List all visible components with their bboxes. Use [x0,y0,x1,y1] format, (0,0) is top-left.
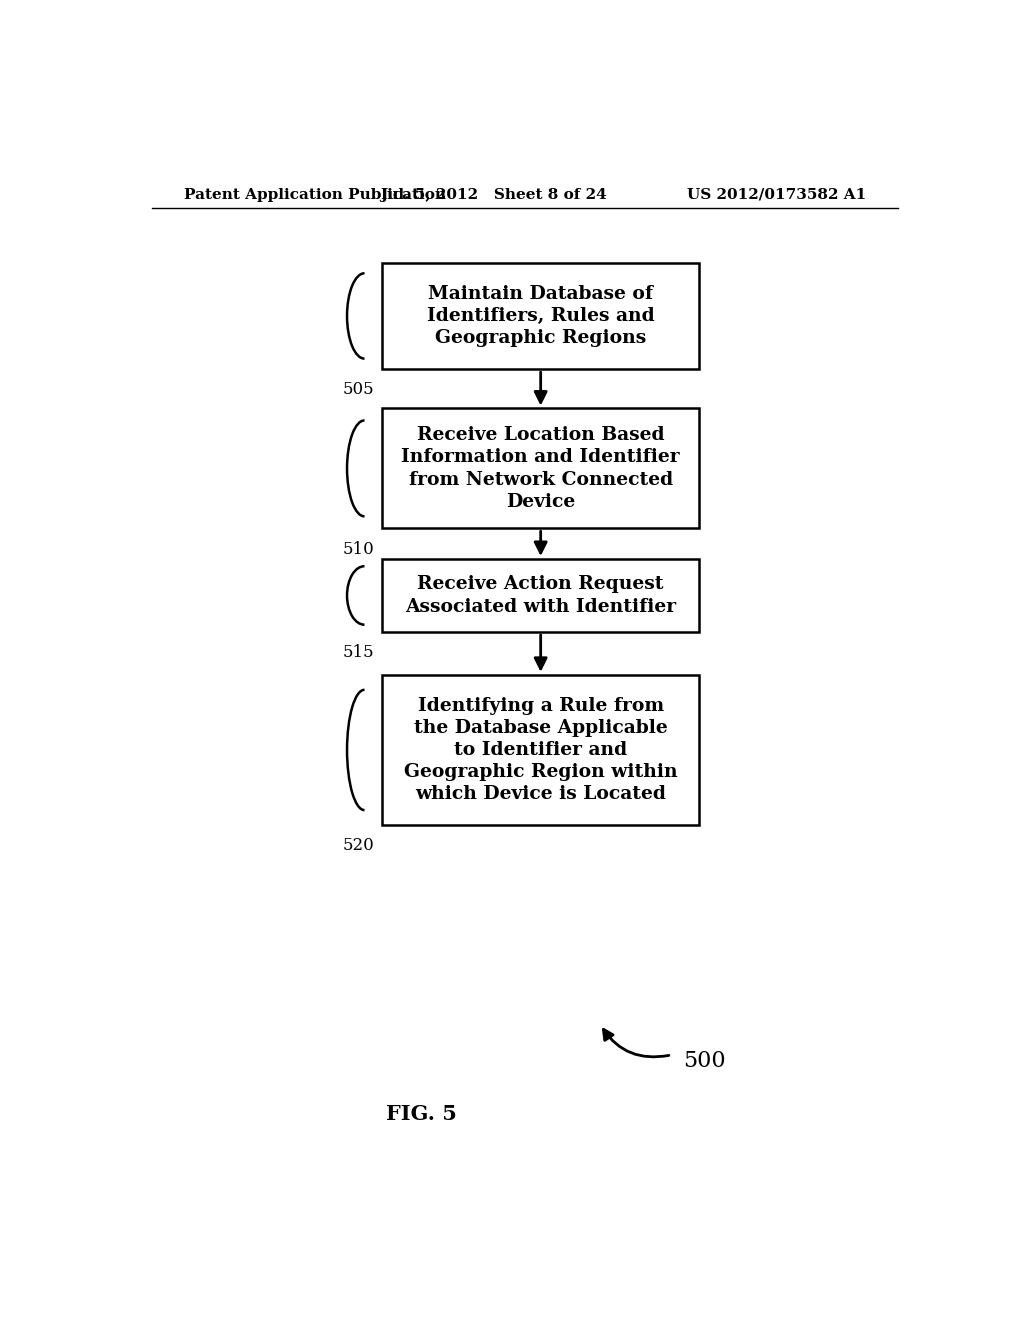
Text: Receive Location Based
Information and Identifier
from Network Connected
Device: Receive Location Based Information and I… [401,426,680,511]
Bar [382,558,699,632]
Text: 520: 520 [343,837,375,854]
Text: Maintain Database of
Identifiers, Rules and
Geographic Regions: Maintain Database of Identifiers, Rules … [427,285,654,347]
Text: Patent Application Publication: Patent Application Publication [183,187,445,202]
Text: FIG. 5: FIG. 5 [386,1104,457,1123]
Bar [382,675,699,825]
Text: 515: 515 [343,644,375,661]
Text: 505: 505 [343,381,375,399]
Text: 510: 510 [343,541,375,557]
Text: 500: 500 [684,1049,726,1072]
Text: Receive Action Request
Associated with Identifier: Receive Action Request Associated with I… [406,576,676,615]
Bar [382,408,699,528]
Text: Identifying a Rule from
the Database Applicable
to Identifier and
Geographic Reg: Identifying a Rule from the Database App… [403,697,678,804]
Bar [382,263,699,370]
Text: Jul. 5, 2012   Sheet 8 of 24: Jul. 5, 2012 Sheet 8 of 24 [380,187,606,202]
Text: US 2012/0173582 A1: US 2012/0173582 A1 [687,187,866,202]
